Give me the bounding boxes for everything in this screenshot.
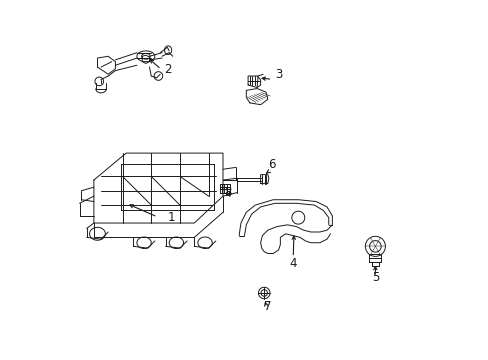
Text: 4: 4 <box>288 257 296 270</box>
Text: 2: 2 <box>163 63 171 76</box>
Text: 3: 3 <box>274 68 282 81</box>
Text: 1: 1 <box>167 211 174 224</box>
Text: 5: 5 <box>371 271 378 284</box>
Text: 8: 8 <box>224 186 231 199</box>
Text: 6: 6 <box>267 158 275 171</box>
Text: 7: 7 <box>264 300 271 313</box>
